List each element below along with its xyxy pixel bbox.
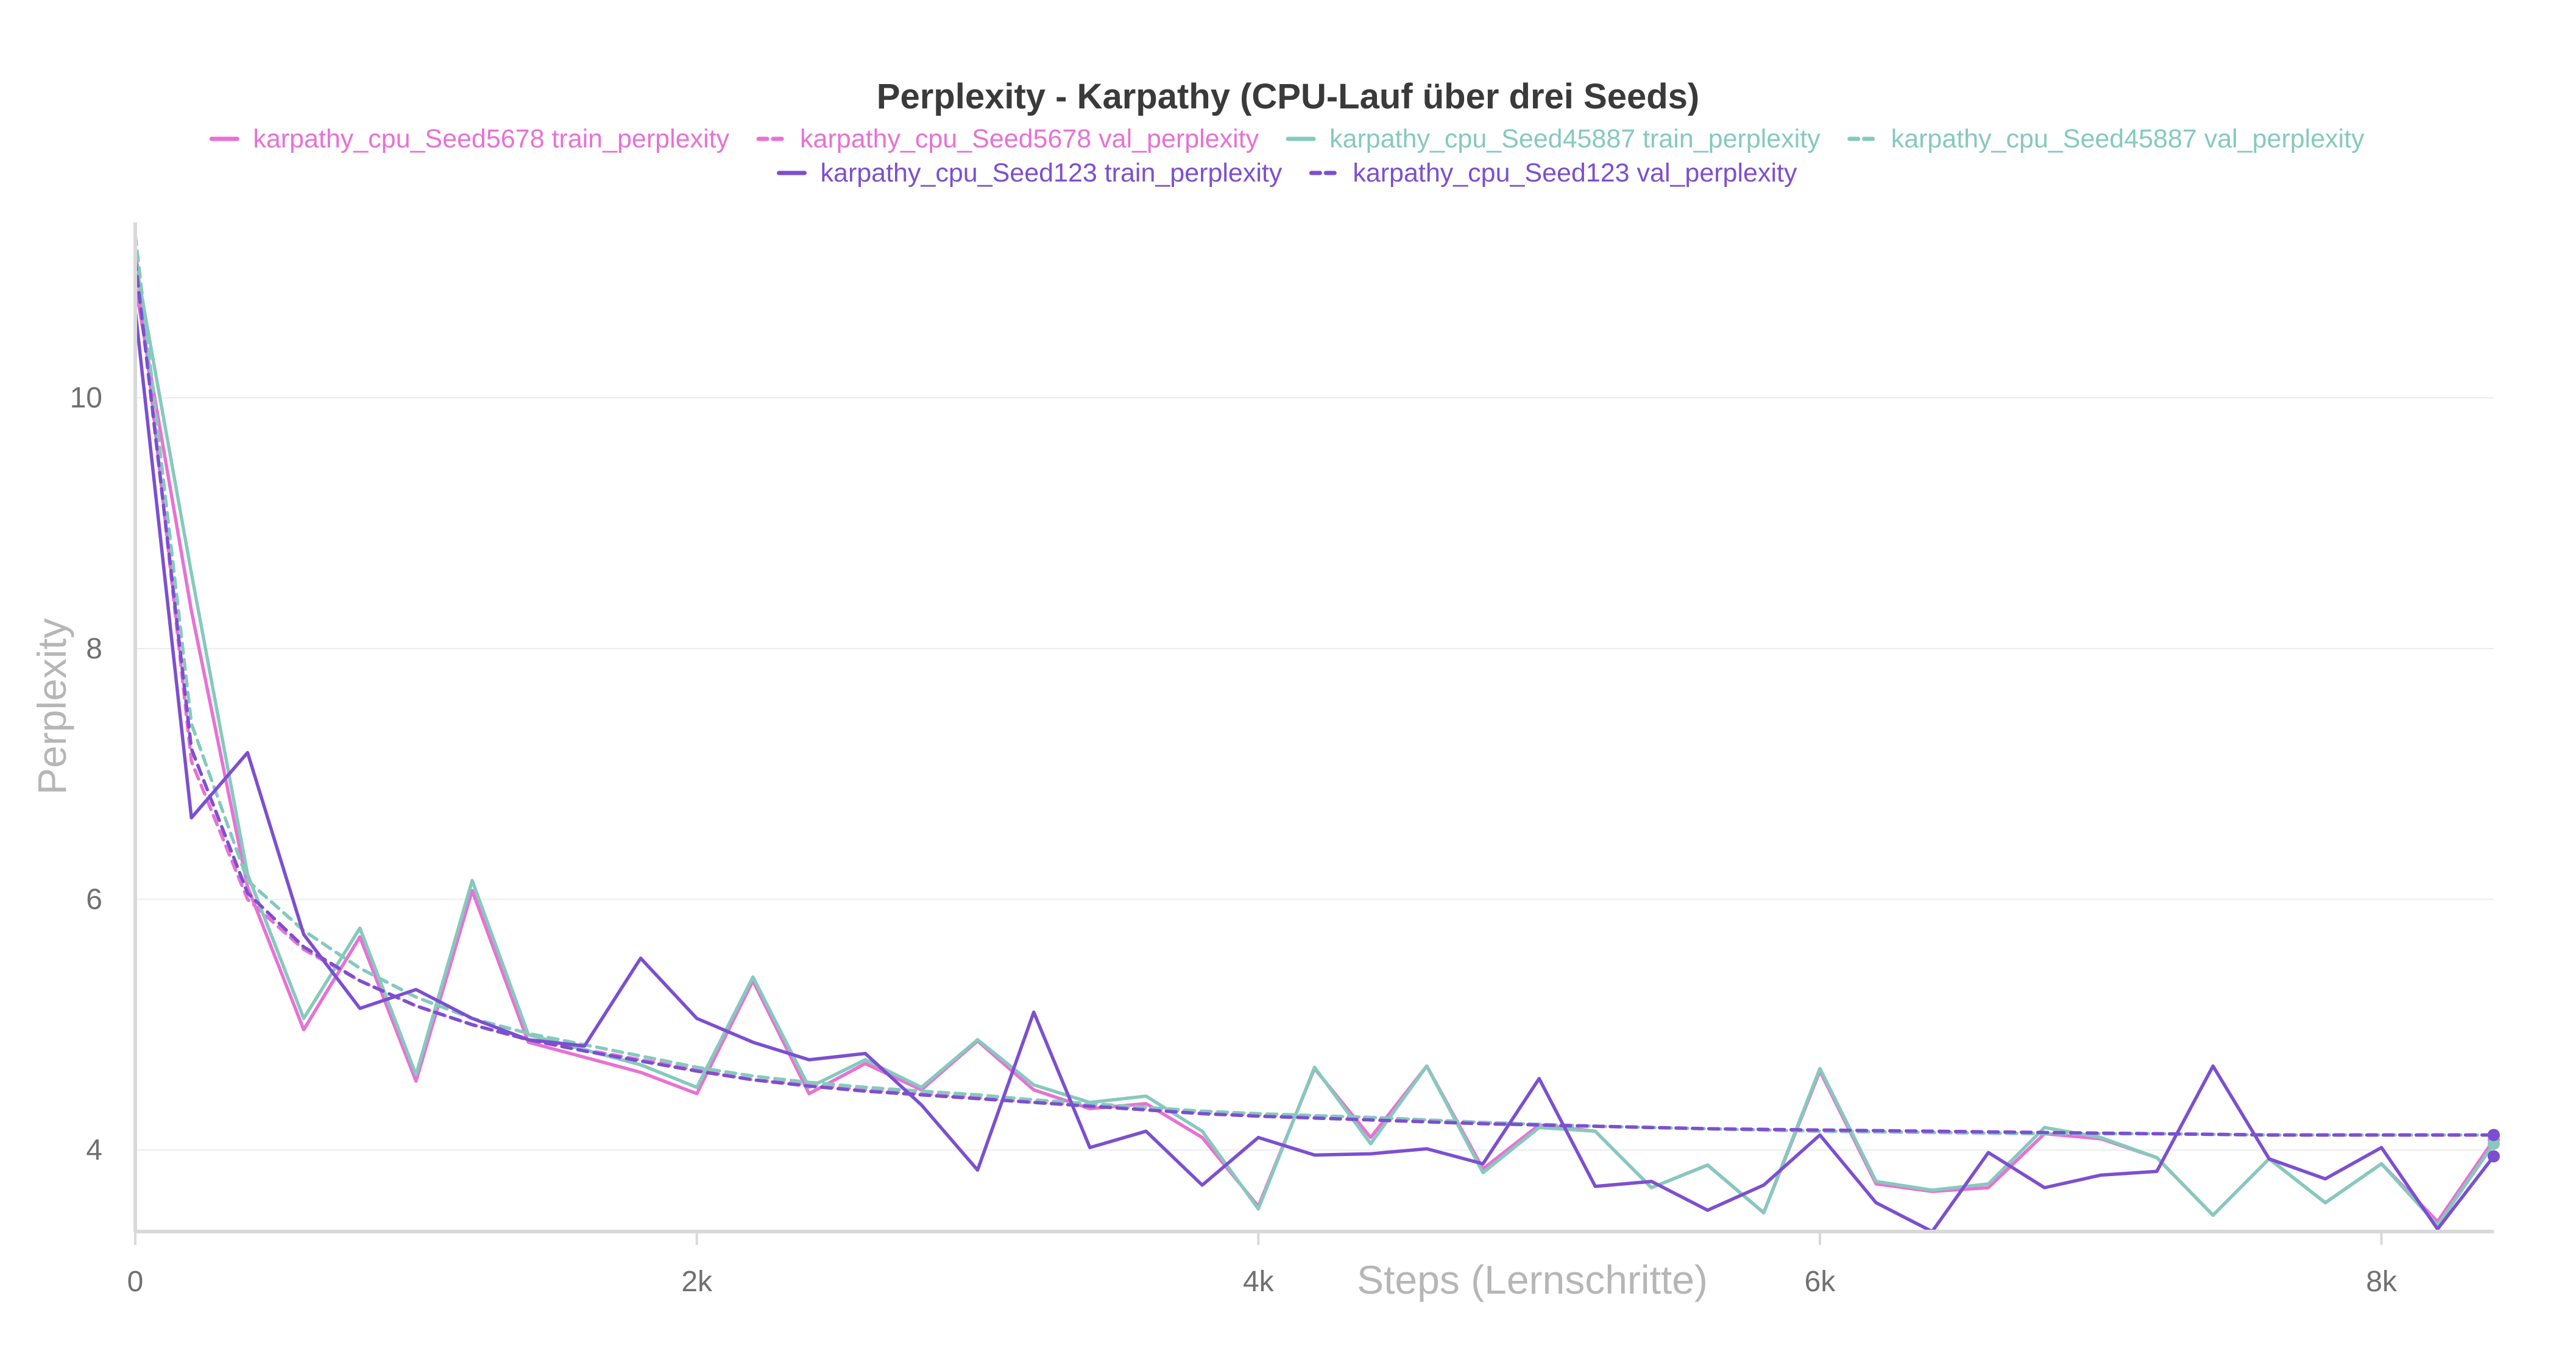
y-axis-ticks: 4 6 8 10 (70, 382, 102, 1166)
legend-label: karpathy_cpu_Seed5678 train_perplexity (253, 124, 729, 153)
legend-label: karpathy_cpu_Seed45887 val_perplexity (1891, 124, 2365, 153)
y-axis-label: Perplexity (29, 618, 74, 795)
legend-item[interactable]: karpathy_cpu_Seed45887 val_perplexity (1847, 124, 2365, 153)
x-axis-label: Steps (Lernschritte) (1357, 1257, 1708, 1302)
x-tick-label: 4k (1243, 1266, 1275, 1298)
chart-title: Perplexity - Karpathy (CPU-Lauf über dre… (877, 77, 1699, 116)
x-tick-label: 2k (681, 1266, 713, 1298)
y-tick-label: 10 (70, 382, 102, 414)
legend-item[interactable]: karpathy_cpu_Seed5678 train_perplexity (209, 124, 730, 153)
legend-item[interactable]: karpathy_cpu_Seed123 val_perplexity (1309, 158, 1797, 188)
series-line (133, 233, 2496, 1137)
legend-item[interactable]: karpathy_cpu_Seed45887 train_perplexity (1286, 124, 1821, 153)
grid-lines (135, 397, 2494, 1151)
legend-label: karpathy_cpu_Seed45887 train_perplexity (1329, 124, 1821, 153)
y-tick-label: 4 (86, 1134, 102, 1166)
series-line (133, 258, 2496, 1137)
series-line (133, 308, 2496, 1233)
series-line (133, 258, 2496, 1227)
x-tick-label: 8k (2366, 1266, 2397, 1298)
x-axis-ticks: 0 2k 4k 6k 8k (127, 1232, 2397, 1298)
legend-label: karpathy_cpu_Seed123 val_perplexity (1353, 158, 1797, 188)
legend-item[interactable]: karpathy_cpu_Seed123 train_perplexity (777, 158, 1283, 188)
legend-label: karpathy_cpu_Seed123 train_perplexity (821, 158, 1283, 188)
x-tick-label: 6k (1805, 1266, 1836, 1298)
x-tick-label: 0 (127, 1266, 144, 1298)
y-tick-label: 6 (86, 884, 102, 916)
series-end-point (2488, 1150, 2500, 1163)
y-tick-label: 8 (86, 633, 102, 665)
series-line (133, 245, 2496, 1137)
end-markers (2488, 1129, 2500, 1163)
legend-item[interactable]: karpathy_cpu_Seed5678 val_perplexity (756, 124, 1259, 153)
series-end-point (2488, 1137, 2500, 1150)
plot-lines (133, 233, 2496, 1233)
series-line (133, 283, 2496, 1224)
legend-label: karpathy_cpu_Seed5678 val_perplexity (800, 124, 1259, 153)
series-end-point (2488, 1129, 2500, 1141)
